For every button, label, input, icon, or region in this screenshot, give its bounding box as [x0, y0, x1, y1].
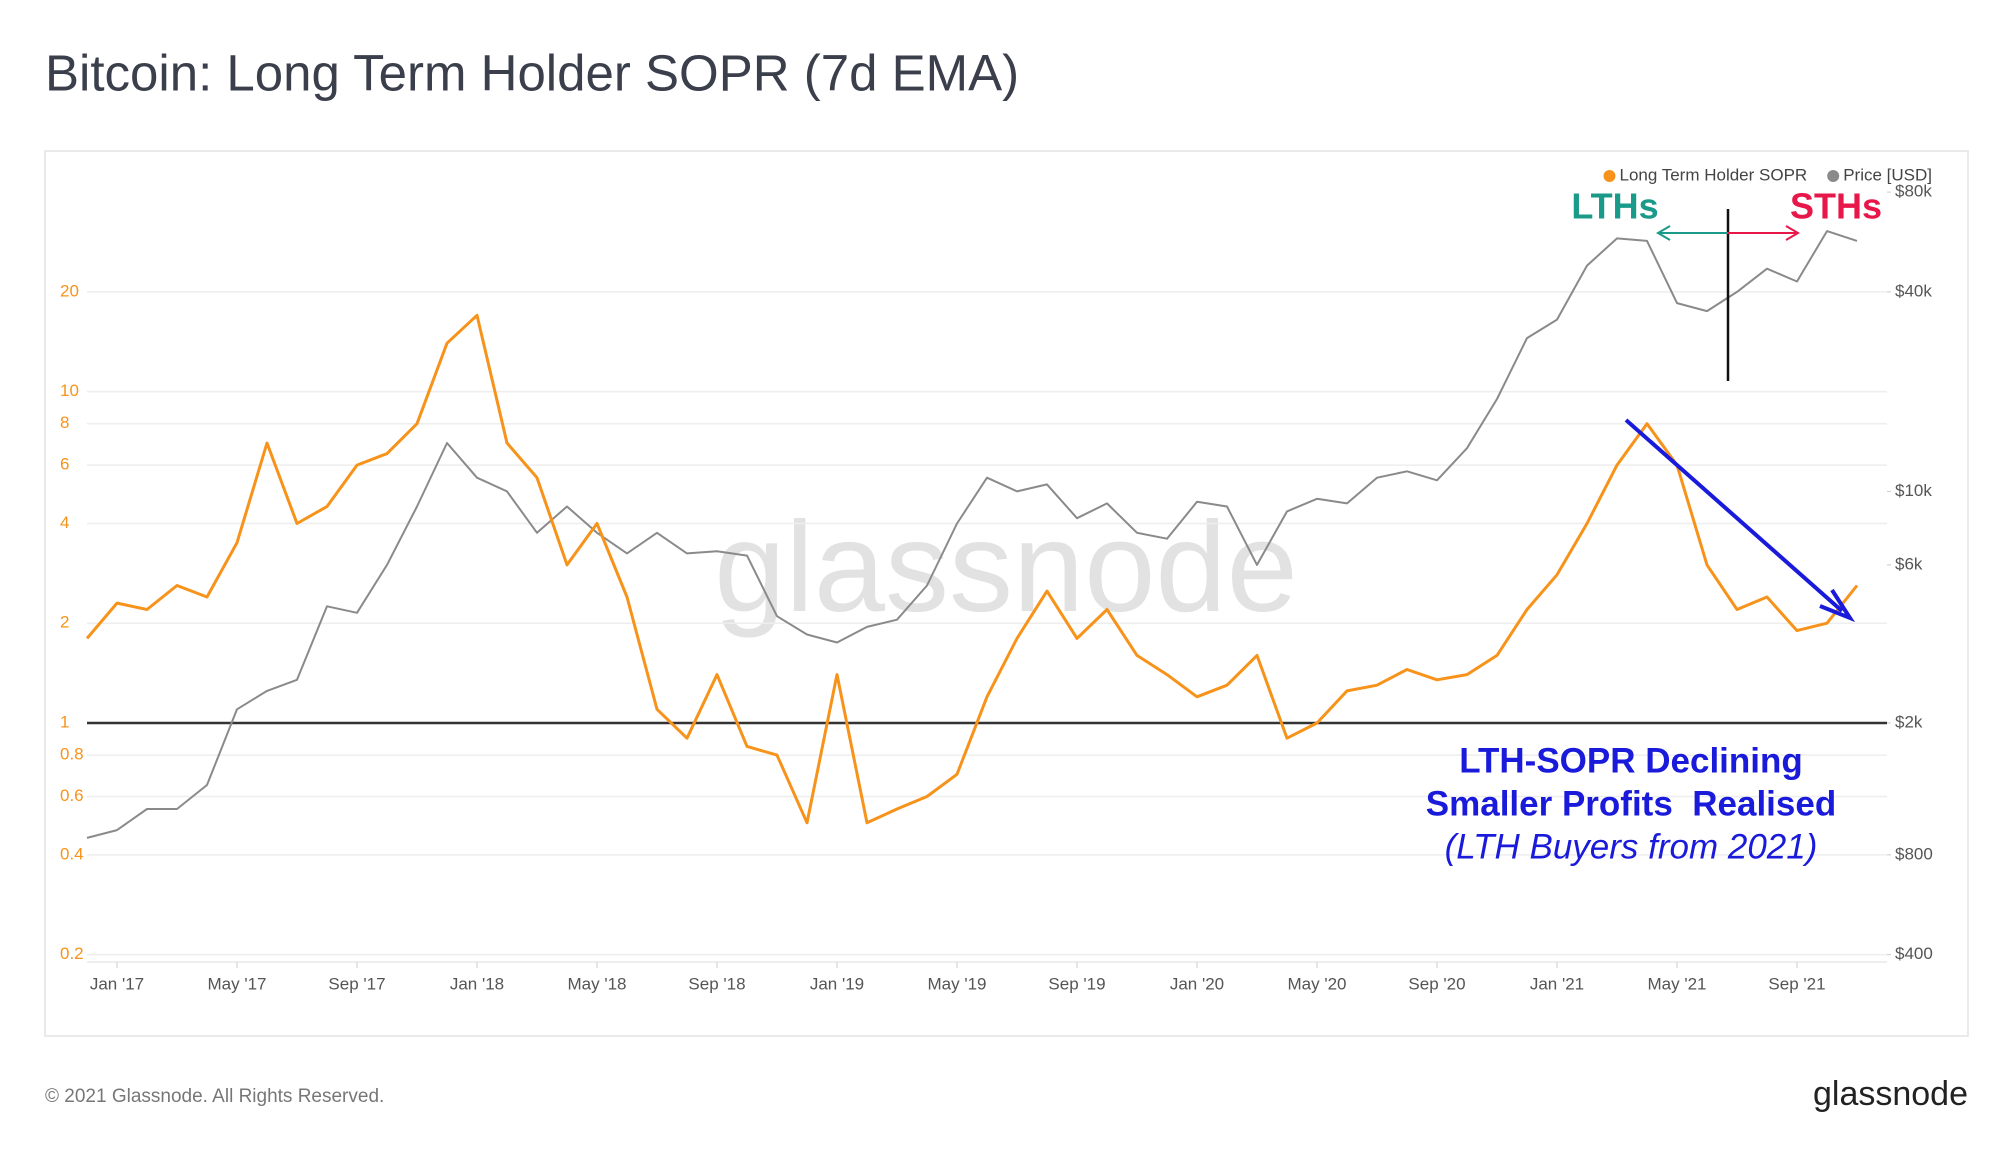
legend-swatch [1603, 170, 1616, 182]
chart-title: Bitcoin: Long Term Holder SOPR (7d EMA) [45, 44, 1019, 101]
series-line [85, 313, 1859, 825]
y-tick-label: 0.4 [60, 844, 84, 863]
chart-frame [44, 150, 1969, 1037]
y-tick-label: 1 [60, 712, 69, 731]
x-tick-label: Sep '18 [688, 974, 745, 993]
y-tick-label: 20 [60, 281, 79, 300]
legend-label: Price [USD] [1843, 165, 1932, 184]
x-tick-label: Sep '17 [328, 974, 385, 993]
x-tick-label: May '21 [1648, 974, 1707, 993]
trend-arrow-head [1819, 588, 1856, 623]
annotation: Smaller Profits Realised [1426, 784, 1836, 823]
annotation: (LTH Buyers from 2021) [1445, 827, 1818, 866]
y2-tick-label: $80k [1895, 182, 1932, 201]
annotation: LTH-SOPR Declining [1459, 741, 1803, 780]
x-tick-label: Jan '19 [810, 974, 864, 993]
y-tick-label: 6 [60, 455, 69, 474]
y2-tick-label: $400 [1895, 944, 1933, 963]
y2-tick-label: $6k [1895, 554, 1923, 573]
y2-tick-label: $2k [1895, 712, 1923, 731]
y-tick-label: 2 [60, 613, 69, 632]
x-tick-label: Jan '18 [450, 974, 504, 993]
x-tick-label: Sep '21 [1768, 974, 1825, 993]
y2-tick-label: $800 [1895, 844, 1933, 863]
x-tick-label: May '18 [568, 974, 627, 993]
footer: © 2021 Glassnode. All Rights Reserved. [45, 1086, 384, 1107]
y2-tick-label: $10k [1895, 481, 1932, 500]
y-tick-label: 8 [60, 413, 69, 432]
y2-tick-label: $40k [1895, 281, 1932, 300]
y-tick-label: 0.6 [60, 786, 84, 805]
x-tick-label: Sep '19 [1048, 974, 1105, 993]
trend-arrow [1624, 418, 1844, 613]
annotation: LTHs [1571, 186, 1658, 227]
logo: glassnode [1813, 1075, 1968, 1113]
x-tick-label: May '20 [1288, 974, 1347, 993]
annotation: STHs [1790, 186, 1882, 227]
x-tick-label: Sep '20 [1408, 974, 1465, 993]
watermark: glassnode [714, 496, 1298, 639]
arrow-head [1785, 225, 1800, 241]
y-tick-label: 10 [60, 381, 79, 400]
x-tick-label: Jan '17 [90, 974, 144, 993]
x-tick-label: May '17 [208, 974, 267, 993]
y-tick-label: 0.8 [60, 745, 84, 764]
y-tick-label: 4 [60, 513, 69, 532]
legend-swatch [1827, 170, 1840, 182]
x-tick-label: May '19 [928, 974, 987, 993]
legend-label: Long Term Holder SOPR [1619, 165, 1807, 184]
x-tick-label: Jan '21 [1530, 974, 1584, 993]
x-tick-label: Jan '20 [1170, 974, 1224, 993]
y-tick-label: 0.2 [60, 944, 84, 963]
plot: 0.2 0.4 0.6 0.8 1 2 4 6 8 10 20 $400 $800 $2k $6k $10k $… [60, 165, 1933, 993]
series-line [86, 230, 1858, 839]
arrow-head [1656, 225, 1671, 241]
annotation-layer: LTHs STHs LTH-SOPR Declining Smaller Pro… [1426, 186, 1882, 867]
